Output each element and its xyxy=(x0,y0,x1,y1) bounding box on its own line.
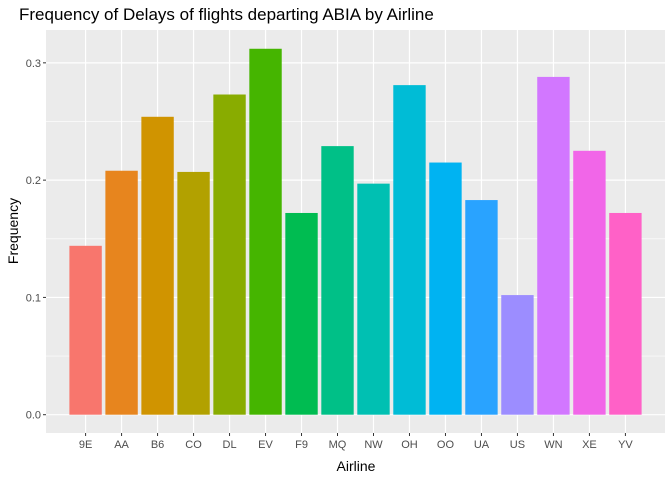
bar-AA xyxy=(105,170,138,415)
bar-US xyxy=(501,295,534,415)
bars xyxy=(69,48,642,415)
bar-YV xyxy=(609,212,642,415)
y-tick-label: 0.3 xyxy=(26,58,41,70)
y-axis: 0.0 0.1 0.2 0.3 xyxy=(26,58,46,422)
bar-WN xyxy=(537,76,570,415)
bar-NW xyxy=(357,183,390,415)
bar-UA xyxy=(465,200,498,415)
bar-EV xyxy=(249,48,282,415)
x-tick-label: XE xyxy=(582,439,597,451)
bar-B6 xyxy=(141,116,174,415)
bar-DL xyxy=(213,94,246,415)
bar-OO xyxy=(429,162,462,415)
x-tick-label: OO xyxy=(437,439,455,451)
bar-MQ xyxy=(321,146,354,415)
y-tick-label: 0.0 xyxy=(26,410,41,422)
bar-9E xyxy=(69,245,102,415)
y-tick-label: 0.2 xyxy=(26,175,41,187)
bar-OH xyxy=(393,85,426,415)
x-tick-label: WN xyxy=(544,439,562,451)
x-tick-label: MQ xyxy=(329,439,347,451)
bar-CO xyxy=(177,171,210,415)
x-tick-label: CO xyxy=(185,439,202,451)
x-tick-label: F9 xyxy=(295,439,308,451)
x-tick-label: 9E xyxy=(79,439,92,451)
x-axis: 9E AA B6 CO DL EV F9 MQ NW OH OO UA US WN XE YV xyxy=(79,433,633,451)
x-tick-label: EV xyxy=(258,439,273,451)
y-tick-label: 0.1 xyxy=(26,292,41,304)
x-tick-label: NW xyxy=(364,439,383,451)
x-tick-label: AA xyxy=(114,439,129,451)
x-axis-title: Airline xyxy=(337,458,376,474)
chart-title: Frequency of Delays of flights departing… xyxy=(19,5,434,24)
plot-panel xyxy=(46,30,665,433)
x-tick-label: UA xyxy=(474,439,490,451)
x-tick-label: OH xyxy=(401,439,418,451)
bar-XE xyxy=(573,150,606,415)
x-tick-label: B6 xyxy=(151,439,164,451)
x-tick-label: YV xyxy=(618,439,633,451)
x-tick-label: DL xyxy=(223,439,237,451)
bar-F9 xyxy=(285,212,318,415)
y-axis-title: Frequency xyxy=(5,198,21,264)
x-tick-label: US xyxy=(510,439,525,451)
